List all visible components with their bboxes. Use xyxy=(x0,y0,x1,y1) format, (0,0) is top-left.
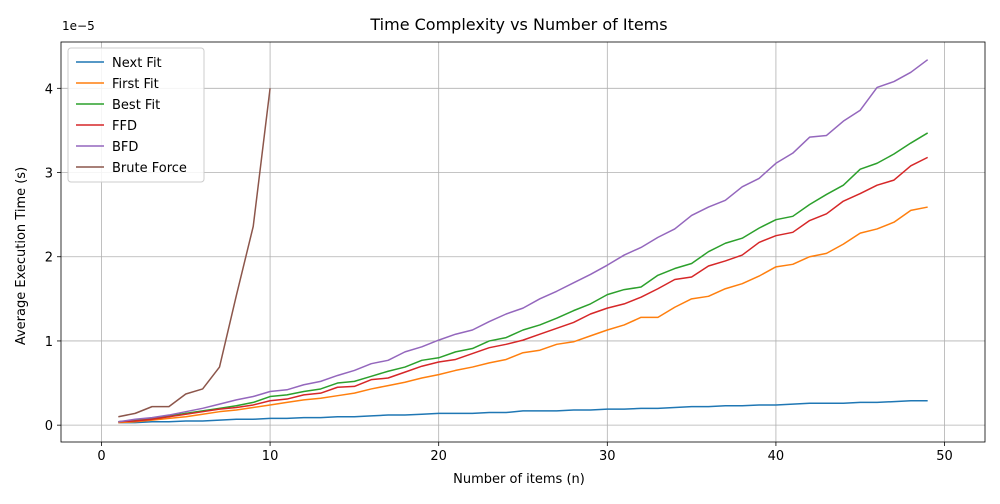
legend: Next Fit First Fit Best Fit FFD BFD Brute For… xyxy=(67,47,205,183)
series-line-bfd xyxy=(118,59,929,423)
series-line-brute-force xyxy=(118,88,271,418)
y-tick-label: 1 xyxy=(45,335,53,350)
x-tick-label: 40 xyxy=(768,449,785,464)
legend-box xyxy=(67,47,205,183)
legend-label-next-fit: Next Fit xyxy=(112,56,162,71)
x-tick-label: 0 xyxy=(97,449,105,464)
legend-label-bfd: BFD xyxy=(112,140,138,155)
series-line-ffd xyxy=(118,156,929,423)
x-tick-label: 30 xyxy=(599,449,616,464)
series-line-best-fit xyxy=(118,132,929,423)
y-tick-label: 0 xyxy=(45,419,53,434)
axes-frame xyxy=(60,41,986,443)
y-tick-label: 3 xyxy=(45,167,53,182)
y-tick-label: 2 xyxy=(45,251,53,266)
legend-label-first-fit: First Fit xyxy=(112,77,159,92)
chart-title: Time Complexity vs Number of Items xyxy=(369,15,667,34)
series-line-next-fit xyxy=(118,399,928,424)
x-axis-label: Number of items (n) xyxy=(453,472,585,487)
y-axis-label: Average Execution Time (s) xyxy=(14,167,29,345)
series-line-first-fit xyxy=(118,206,928,424)
y-offset-text: 1e−5 xyxy=(62,19,95,33)
y-tick-label: 4 xyxy=(45,82,53,97)
x-tick-label: 50 xyxy=(936,449,953,464)
plot-area: 0 10 20 30 40 50 0 1 2 3 4 xyxy=(45,41,986,464)
legend-label-best-fit: Best Fit xyxy=(112,98,160,113)
x-tick-label: 20 xyxy=(430,449,447,464)
x-tick-label: 10 xyxy=(262,449,279,464)
legend-label-ffd: FFD xyxy=(112,119,137,134)
legend-label-brute-force: Brute Force xyxy=(112,161,187,176)
series-lines xyxy=(118,59,929,424)
